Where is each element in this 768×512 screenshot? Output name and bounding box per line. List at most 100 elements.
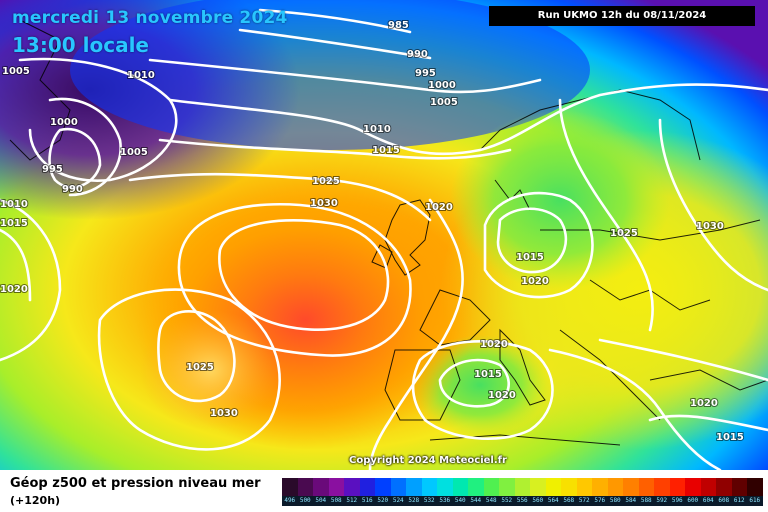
isobar-label: 990	[62, 184, 83, 195]
scale-label: 600	[687, 497, 699, 504]
isobar-label: 1020	[690, 398, 718, 409]
isobar-label: 1025	[312, 176, 340, 187]
scale-label: 576	[594, 497, 606, 504]
scale-swatch	[607, 478, 623, 496]
color-scale-labels: 496 500 504 508 512 516 520 524 528 532 536 540 544 5…	[282, 496, 763, 506]
scale-label: 592	[656, 497, 668, 504]
scale-swatch	[359, 478, 375, 496]
scale-label: 516	[361, 497, 373, 504]
iberia	[384, 349, 461, 421]
isobar-label: 995	[42, 164, 63, 175]
scale-label: 564	[547, 497, 559, 504]
isobar-label: 1020	[521, 276, 549, 287]
scale-swatch	[344, 478, 360, 496]
isobar-label: 1030	[210, 408, 238, 419]
central-trough	[450, 110, 670, 290]
isobar-label: 1015	[474, 369, 502, 380]
isobar-label: 1015	[372, 145, 400, 156]
scale-label: 552	[501, 497, 513, 504]
scale-swatch	[437, 478, 453, 496]
scale-label: 520	[377, 497, 389, 504]
scale-swatch	[669, 478, 685, 496]
isobar-label: 1020	[480, 339, 508, 350]
isobar-label: 1000	[428, 80, 456, 91]
isobar-label: 985	[388, 20, 409, 31]
scale-swatch	[731, 478, 747, 496]
scale-label: 512	[346, 497, 358, 504]
central-europe-border	[540, 219, 761, 241]
scale-label: 612	[733, 497, 745, 504]
scale-label: 608	[718, 497, 730, 504]
secondary-high	[140, 310, 280, 430]
scale-swatch	[700, 478, 716, 496]
scale-swatch	[499, 478, 515, 496]
cold-band	[70, 0, 590, 150]
scale-label: 568	[563, 497, 575, 504]
legend-subtitle: (+120h)	[10, 494, 61, 507]
scale-swatch	[313, 478, 329, 496]
scale-label: 508	[330, 497, 342, 504]
scale-label: 596	[671, 497, 683, 504]
copyright-notice: Copyright 2024 Meteociel.fr	[349, 455, 507, 466]
isobar-label: 1010	[127, 70, 155, 81]
isobar-label: 1005	[2, 66, 30, 77]
isobar-labels: 985 990 995 1000 1005 1010 1015 1020 102…	[0, 19, 745, 444]
scale-swatch	[452, 478, 468, 496]
isobar-label: 1010	[0, 199, 28, 210]
isobar-label: 1015	[0, 218, 28, 229]
scale-label: 528	[408, 497, 420, 504]
scale-label: 556	[516, 497, 528, 504]
scale-swatch	[747, 478, 763, 496]
forecast-date: mercredi 13 novembre 2024	[12, 8, 288, 28]
scale-swatch	[406, 478, 422, 496]
isobar-label: 990	[407, 49, 428, 60]
isobar-label: 1000	[50, 117, 78, 128]
scale-swatch	[545, 478, 561, 496]
isobar-label: 1010	[363, 124, 391, 135]
scale-label: 560	[532, 497, 544, 504]
italy	[499, 328, 546, 406]
balkans	[559, 329, 661, 421]
scale-swatch	[654, 478, 670, 496]
scale-label: 616	[749, 497, 761, 504]
scale-swatch	[592, 478, 608, 496]
scale-swatch	[421, 478, 437, 496]
legend-title: Géop z500 et pression niveau mer	[10, 476, 261, 491]
france-coast	[419, 289, 491, 346]
isobar-label: 1020	[0, 284, 28, 295]
scale-label: 604	[702, 497, 714, 504]
scale-swatch	[375, 478, 391, 496]
scale-swatch	[530, 478, 546, 496]
scale-swatch	[483, 478, 499, 496]
isobar-label: 1020	[488, 390, 516, 401]
isobar-label: 995	[415, 68, 436, 79]
denmark	[494, 179, 531, 211]
scale-swatch	[328, 478, 344, 496]
isobar-label: 1020	[425, 202, 453, 213]
scale-label: 524	[392, 497, 404, 504]
isobar-label: 1015	[716, 432, 744, 443]
scale-swatch	[297, 478, 313, 496]
isobar-label: 1025	[186, 362, 214, 373]
isobar-label: 1005	[430, 97, 458, 108]
scale-label: 572	[578, 497, 590, 504]
scale-swatch	[561, 478, 577, 496]
color-scale-swatches	[282, 478, 763, 496]
greenland-coast	[9, 19, 71, 161]
scale-label: 496	[284, 497, 296, 504]
scale-label: 544	[470, 497, 482, 504]
black-sea-coast	[649, 369, 768, 391]
scale-label: 504	[315, 497, 327, 504]
scale-swatch	[685, 478, 701, 496]
forecast-time: 13:00 locale	[12, 33, 149, 57]
isobar-label: 1005	[120, 147, 148, 158]
scale-label: 548	[485, 497, 497, 504]
scale-swatch	[716, 478, 732, 496]
scale-label: 540	[454, 497, 466, 504]
run-info: Run UKMO 12h du 08/11/2024	[489, 6, 755, 26]
color-scale: 496 500 504 508 512 516 520 524 528 532 536 540 544 5…	[282, 478, 763, 506]
scale-label: 532	[423, 497, 435, 504]
scale-swatch	[638, 478, 654, 496]
scale-label: 584	[625, 497, 637, 504]
coastlines	[9, 19, 768, 446]
